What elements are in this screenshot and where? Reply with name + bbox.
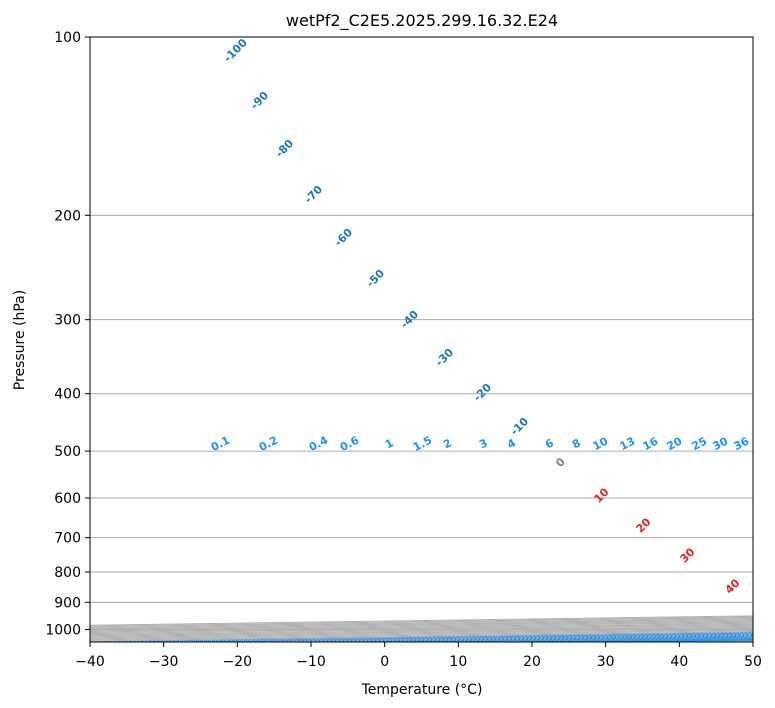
x-axis-label: Temperature (°C) <box>361 682 483 698</box>
x-tick-label: 40 <box>670 654 688 670</box>
mixing-ratio-label: 30 <box>711 434 731 453</box>
y-tick-label: 400 <box>54 387 81 403</box>
mixing-ratio-label: 16 <box>641 434 661 453</box>
mixing-ratio-label: 36 <box>732 434 752 453</box>
x-tick-label: 10 <box>449 654 467 670</box>
x-tick-label: −20 <box>223 654 253 670</box>
x-tick-label: 30 <box>597 654 615 670</box>
x-tick-label: 0 <box>380 654 389 670</box>
chart-title: wetPf2_C2E5.2025.299.16.32.E24 <box>286 11 558 31</box>
axis-ticks: −40 −30 −20 −10 0 10 20 30 40 50 100 200 300 400 500 60… <box>45 30 762 670</box>
x-tick-label: −40 <box>75 654 105 670</box>
y-axis-label: Pressure (hPa) <box>12 290 28 390</box>
x-tick-label: 20 <box>523 654 541 670</box>
y-tick-label: 300 <box>54 313 81 329</box>
x-tick-label: 50 <box>744 654 762 670</box>
plot-area <box>90 37 753 642</box>
y-tick-label: 900 <box>54 595 81 611</box>
y-tick-label: 700 <box>54 531 81 547</box>
mixing-ratio-label: 25 <box>690 435 710 454</box>
mixing-ratio-label: 13 <box>618 435 638 454</box>
mixing-ratio-label: 10 <box>591 434 611 453</box>
y-tick-label: 200 <box>54 208 81 224</box>
x-tick-label: −30 <box>149 654 179 670</box>
y-tick-label: 100 <box>54 30 81 46</box>
y-tick-label: 800 <box>54 565 81 581</box>
mixing-ratio-label: 20 <box>665 434 685 453</box>
y-tick-label: 1000 <box>45 622 81 638</box>
x-tick-label: −10 <box>296 654 326 670</box>
plot-frame <box>89 36 754 643</box>
y-tick-label: 500 <box>54 444 81 460</box>
y-tick-label: 600 <box>54 491 81 507</box>
